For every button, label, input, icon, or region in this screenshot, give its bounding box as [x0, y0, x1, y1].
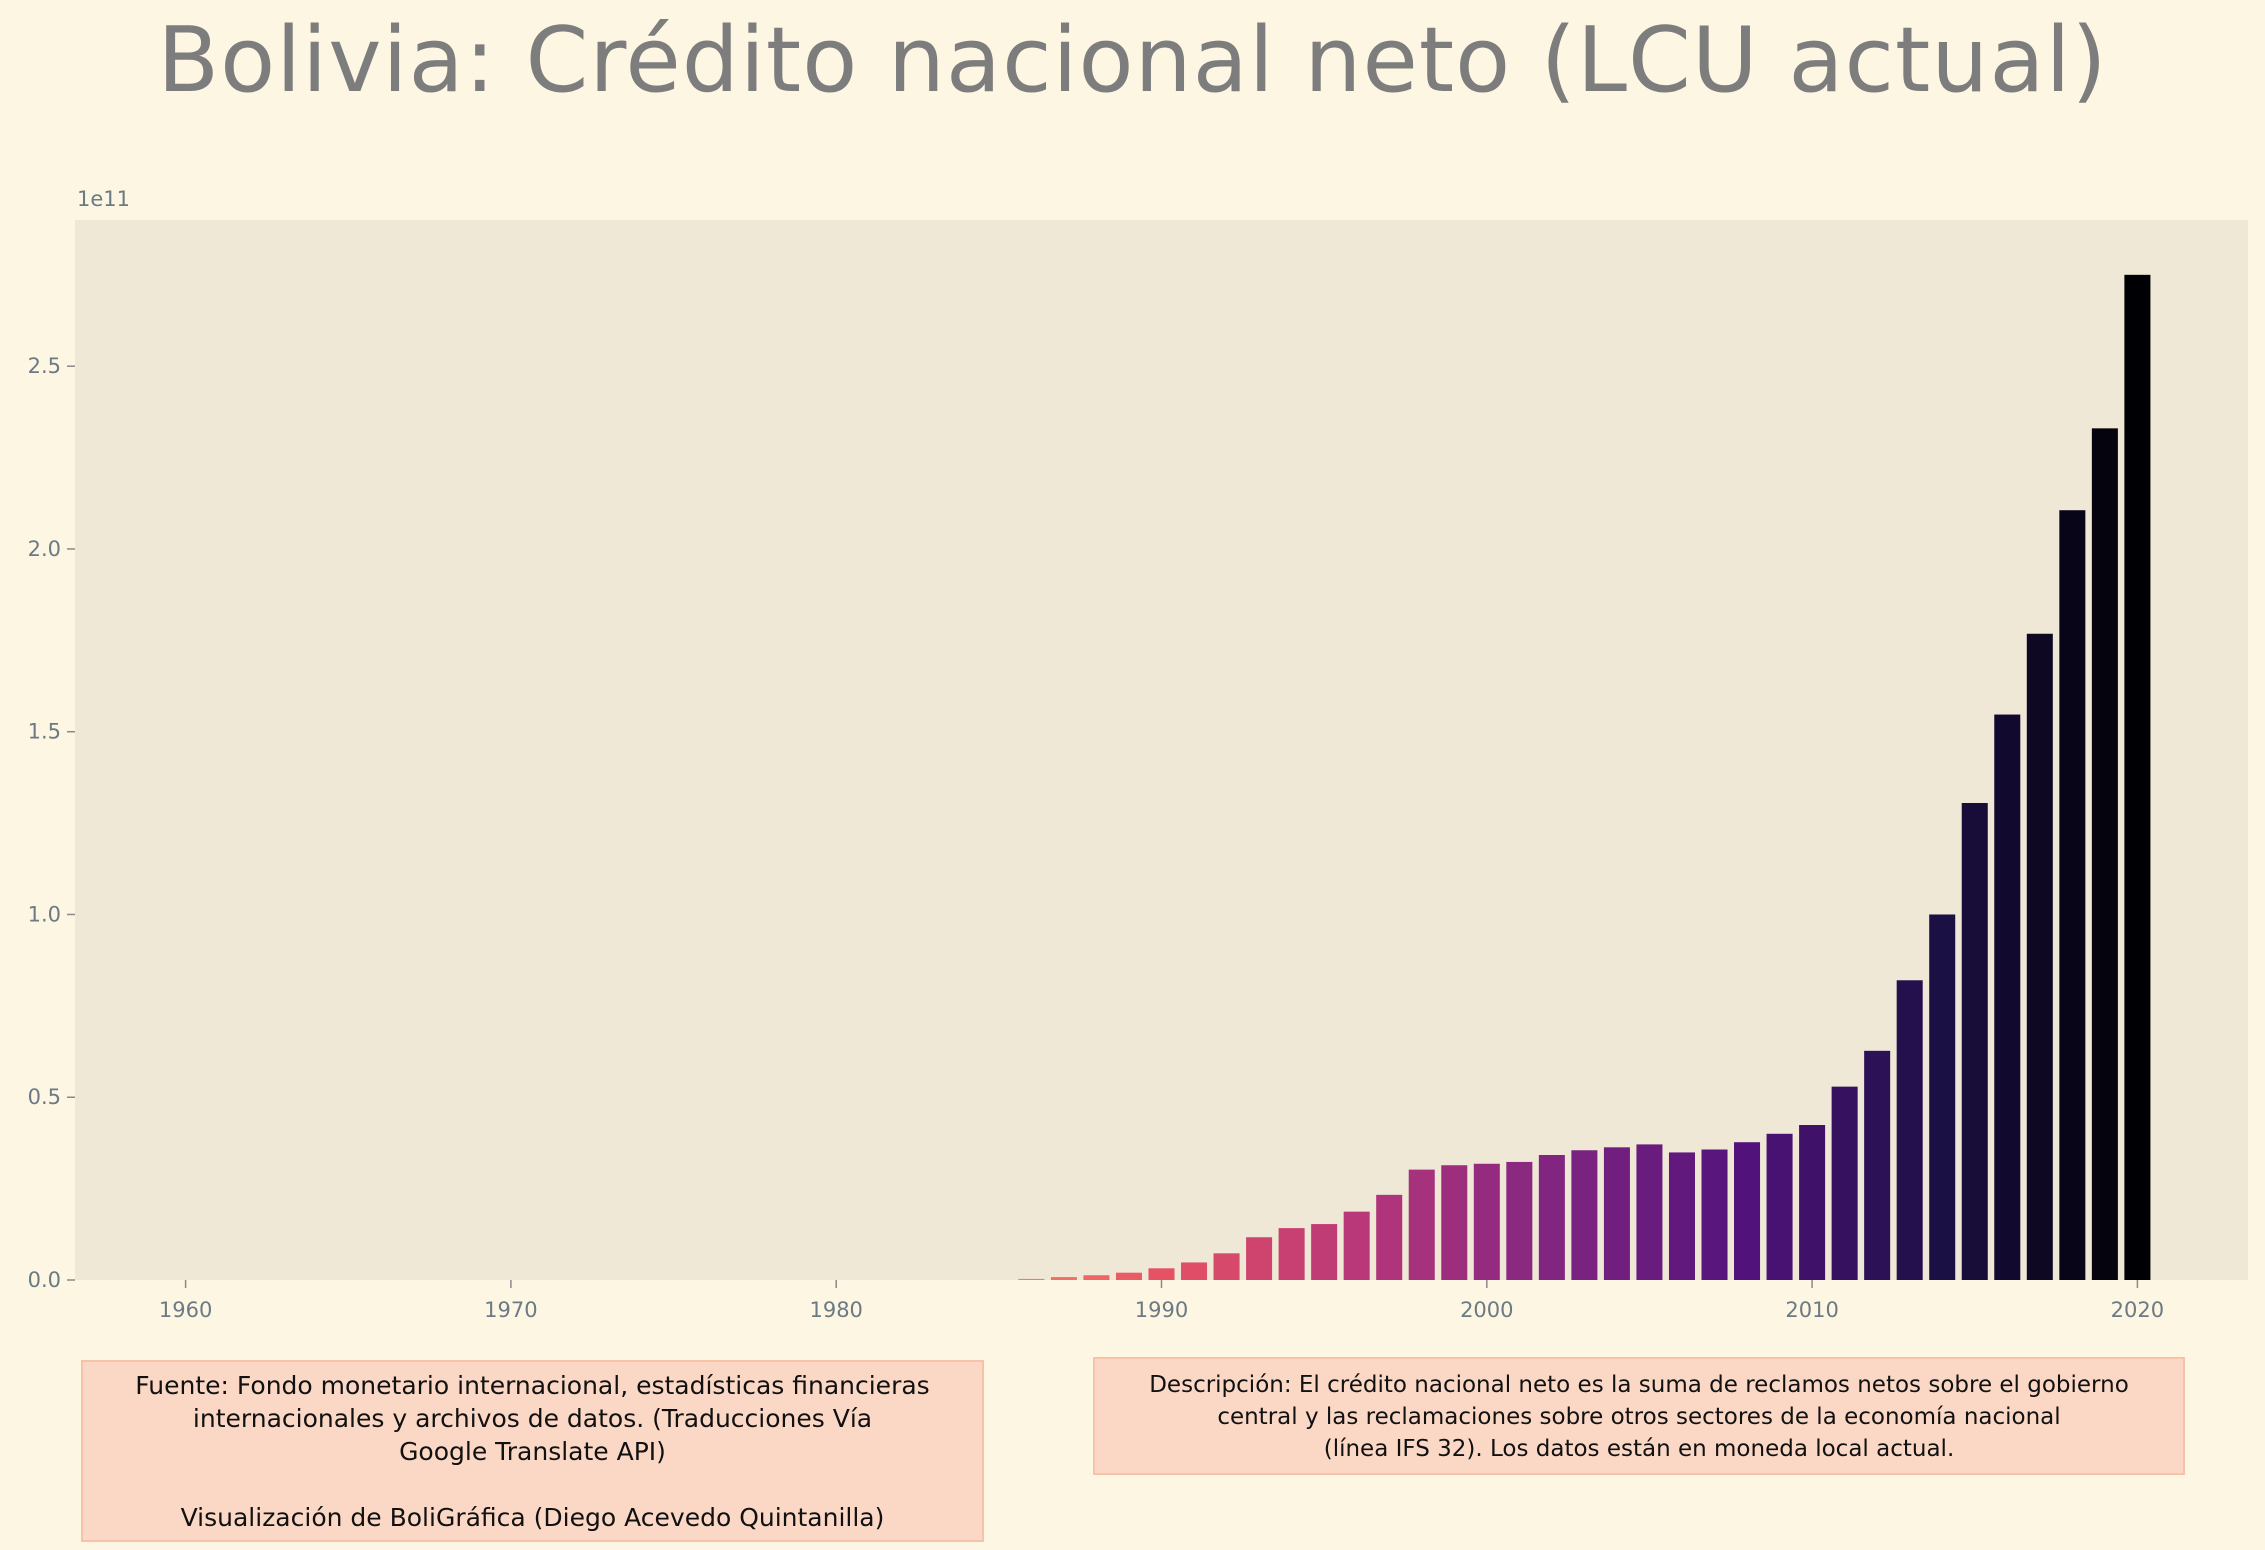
- bar: [2059, 510, 2086, 1280]
- bar: [1766, 1133, 1793, 1280]
- x-tick-label: 2010: [1785, 1298, 1838, 1322]
- bar: [1018, 1278, 1045, 1280]
- bar: [1799, 1125, 1826, 1280]
- source-note: Fuente: Fondo monetario internacional, e…: [81, 1360, 984, 1542]
- bar: [1831, 1086, 1858, 1280]
- bar: [1929, 914, 1956, 1280]
- x-tick-label: 1980: [809, 1298, 862, 1322]
- bar: [1181, 1262, 1208, 1280]
- bar: [1115, 1272, 1142, 1280]
- source-line: Fuente: Fondo monetario internacional, e…: [135, 1371, 930, 1400]
- x-tick-label: 1990: [1135, 1298, 1188, 1322]
- bar: [1376, 1194, 1403, 1280]
- y-tick-label: 1.5: [28, 720, 61, 744]
- bar: [1213, 1253, 1240, 1280]
- description-line: central y las reclamaciones sobre otros …: [1217, 1404, 2061, 1430]
- credit-line: Visualización de BoliGráfica (Diego Acev…: [180, 1503, 885, 1532]
- bar: [1246, 1237, 1273, 1280]
- bars: [1018, 274, 2151, 1280]
- description-note: Descripción: El crédito nacional neto es…: [1093, 1357, 2185, 1475]
- bar: [1668, 1152, 1695, 1280]
- bar: [2026, 633, 2053, 1280]
- bar: [1734, 1142, 1761, 1280]
- bar: [1994, 714, 2021, 1280]
- bar: [1343, 1211, 1370, 1280]
- bar: [1896, 980, 1923, 1280]
- bar: [1864, 1050, 1891, 1280]
- source-line: internacionales y archivos de datos. (Tr…: [192, 1404, 873, 1433]
- bar: [1506, 1161, 1533, 1280]
- bar: [1050, 1277, 1077, 1280]
- bar: [1311, 1224, 1338, 1280]
- bar: [1636, 1144, 1663, 1280]
- bar: [1603, 1147, 1630, 1280]
- y-axis: 0.0 0.5 1.0 1.5 2.0 2.5: [28, 354, 75, 1292]
- y-tick-label: 2.5: [28, 354, 61, 378]
- chart-title: Bolivia: Crédito nacional neto (LCU actu…: [157, 8, 2108, 113]
- x-axis: 1960 1970 1980 1990 2000 2010 2020: [159, 1280, 2164, 1322]
- bar: [2091, 428, 2118, 1280]
- scale-label: 1e11: [77, 187, 130, 211]
- x-tick-label: 2000: [1460, 1298, 1513, 1322]
- description-line: Descripción: El crédito nacional neto es…: [1149, 1372, 2129, 1398]
- y-tick-label: 0.0: [28, 1268, 61, 1292]
- bar: [1538, 1154, 1565, 1280]
- bar: [2124, 274, 2151, 1280]
- bar: [1408, 1169, 1435, 1280]
- x-tick-label: 1960: [159, 1298, 212, 1322]
- description-line: (línea IFS 32). Los datos están en moned…: [1323, 1436, 1955, 1462]
- x-tick-label: 1970: [484, 1298, 537, 1322]
- bar: [1571, 1150, 1598, 1280]
- y-tick-label: 2.0: [28, 537, 61, 561]
- bar: [1701, 1149, 1728, 1280]
- bar: [1278, 1228, 1305, 1280]
- source-line: Google Translate API): [399, 1437, 666, 1466]
- bar: [1961, 803, 1988, 1280]
- y-tick-label: 0.5: [28, 1085, 61, 1109]
- bar: [1083, 1275, 1110, 1280]
- y-tick-label: 1.0: [28, 902, 61, 926]
- bar: [1441, 1165, 1468, 1280]
- bar: [1148, 1268, 1175, 1280]
- bar: [1473, 1163, 1500, 1280]
- x-tick-label: 2020: [2111, 1298, 2164, 1322]
